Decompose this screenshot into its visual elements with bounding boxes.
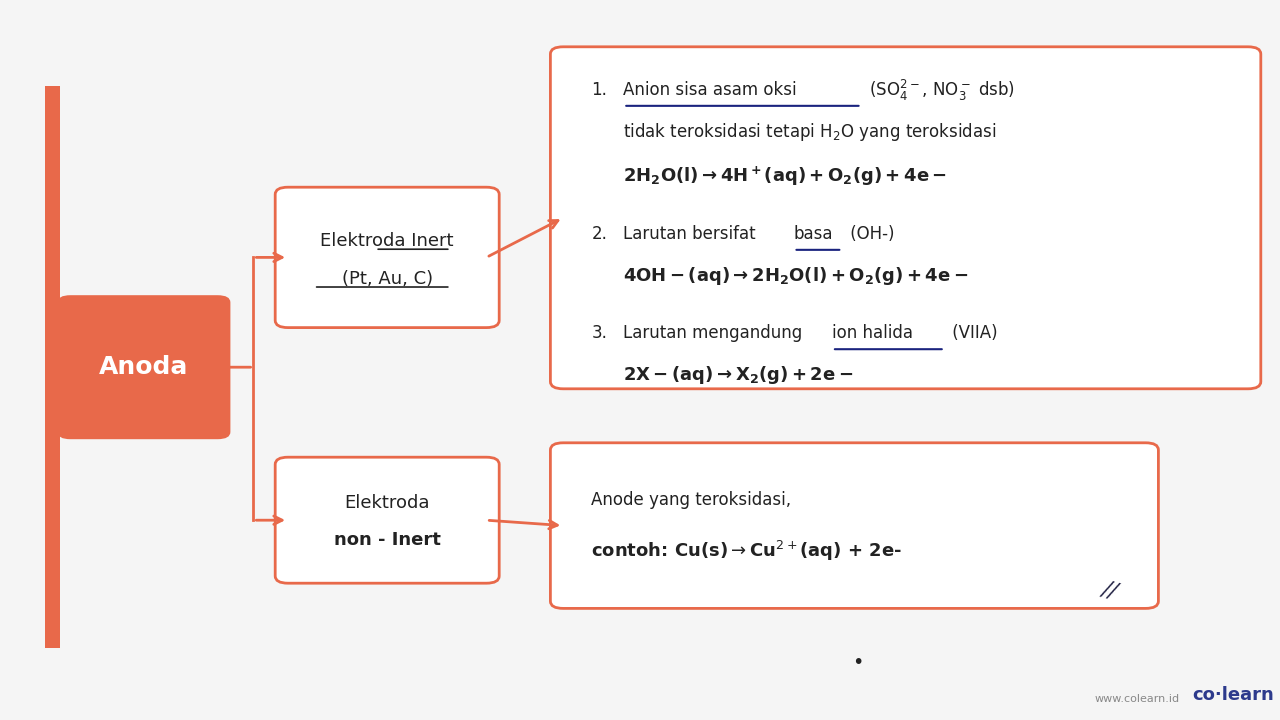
Text: tidak teroksidasi tetapi H$_2$O yang teroksidasi: tidak teroksidasi tetapi H$_2$O yang ter… [623, 121, 997, 143]
Text: contoh: Cu(s)$\rightarrow$Cu$^{2+}$(aq) + 2e-: contoh: Cu(s)$\rightarrow$Cu$^{2+}$(aq) … [591, 539, 902, 563]
FancyBboxPatch shape [550, 47, 1261, 389]
FancyBboxPatch shape [45, 86, 60, 648]
FancyBboxPatch shape [550, 443, 1158, 608]
Text: www.colearn.id: www.colearn.id [1094, 694, 1180, 704]
Text: 1.: 1. [591, 81, 607, 99]
Text: ion halida: ion halida [832, 325, 913, 343]
Text: (SO$_4^{2-}$, NO$_3^-$ dsb): (SO$_4^{2-}$, NO$_3^-$ dsb) [864, 78, 1015, 102]
Text: co·learn: co·learn [1192, 686, 1274, 704]
FancyBboxPatch shape [58, 295, 230, 439]
Text: Anode yang teroksidasi,: Anode yang teroksidasi, [591, 491, 791, 509]
Text: Anoda: Anoda [100, 355, 188, 379]
FancyBboxPatch shape [275, 187, 499, 328]
Text: Elektroda Inert: Elektroda Inert [320, 232, 454, 250]
Text: $\mathbf{2H_2O(l) \rightarrow 4H^+(aq) + O_2(g) + 4e-}$: $\mathbf{2H_2O(l) \rightarrow 4H^+(aq) +… [623, 165, 947, 188]
Text: Anion sisa asam oksi: Anion sisa asam oksi [623, 81, 797, 99]
Text: Larutan bersifat: Larutan bersifat [623, 225, 762, 243]
Text: $\mathbf{2X-(aq) \rightarrow X_2(g) +2e-}$: $\mathbf{2X-(aq) \rightarrow X_2(g) +2e-… [623, 364, 854, 386]
Text: (OH-): (OH-) [845, 225, 895, 243]
Text: basa: basa [794, 225, 833, 243]
Text: 3.: 3. [591, 325, 607, 343]
Text: non - Inert: non - Inert [334, 531, 440, 549]
Text: •: • [852, 653, 863, 672]
FancyBboxPatch shape [275, 457, 499, 583]
Text: 2.: 2. [591, 225, 607, 243]
Text: Larutan mengandung: Larutan mengandung [623, 325, 808, 343]
Text: (Pt, Au, C): (Pt, Au, C) [342, 270, 433, 288]
Text: $\mathbf{4OH-(aq) \rightarrow 2H_2O(l) + O_2(g) + 4e-}$: $\mathbf{4OH-(aq) \rightarrow 2H_2O(l) +… [623, 265, 969, 287]
Text: //: // [1100, 577, 1120, 602]
Text: (VIIA): (VIIA) [947, 325, 998, 343]
Text: Elektroda: Elektroda [344, 495, 430, 513]
